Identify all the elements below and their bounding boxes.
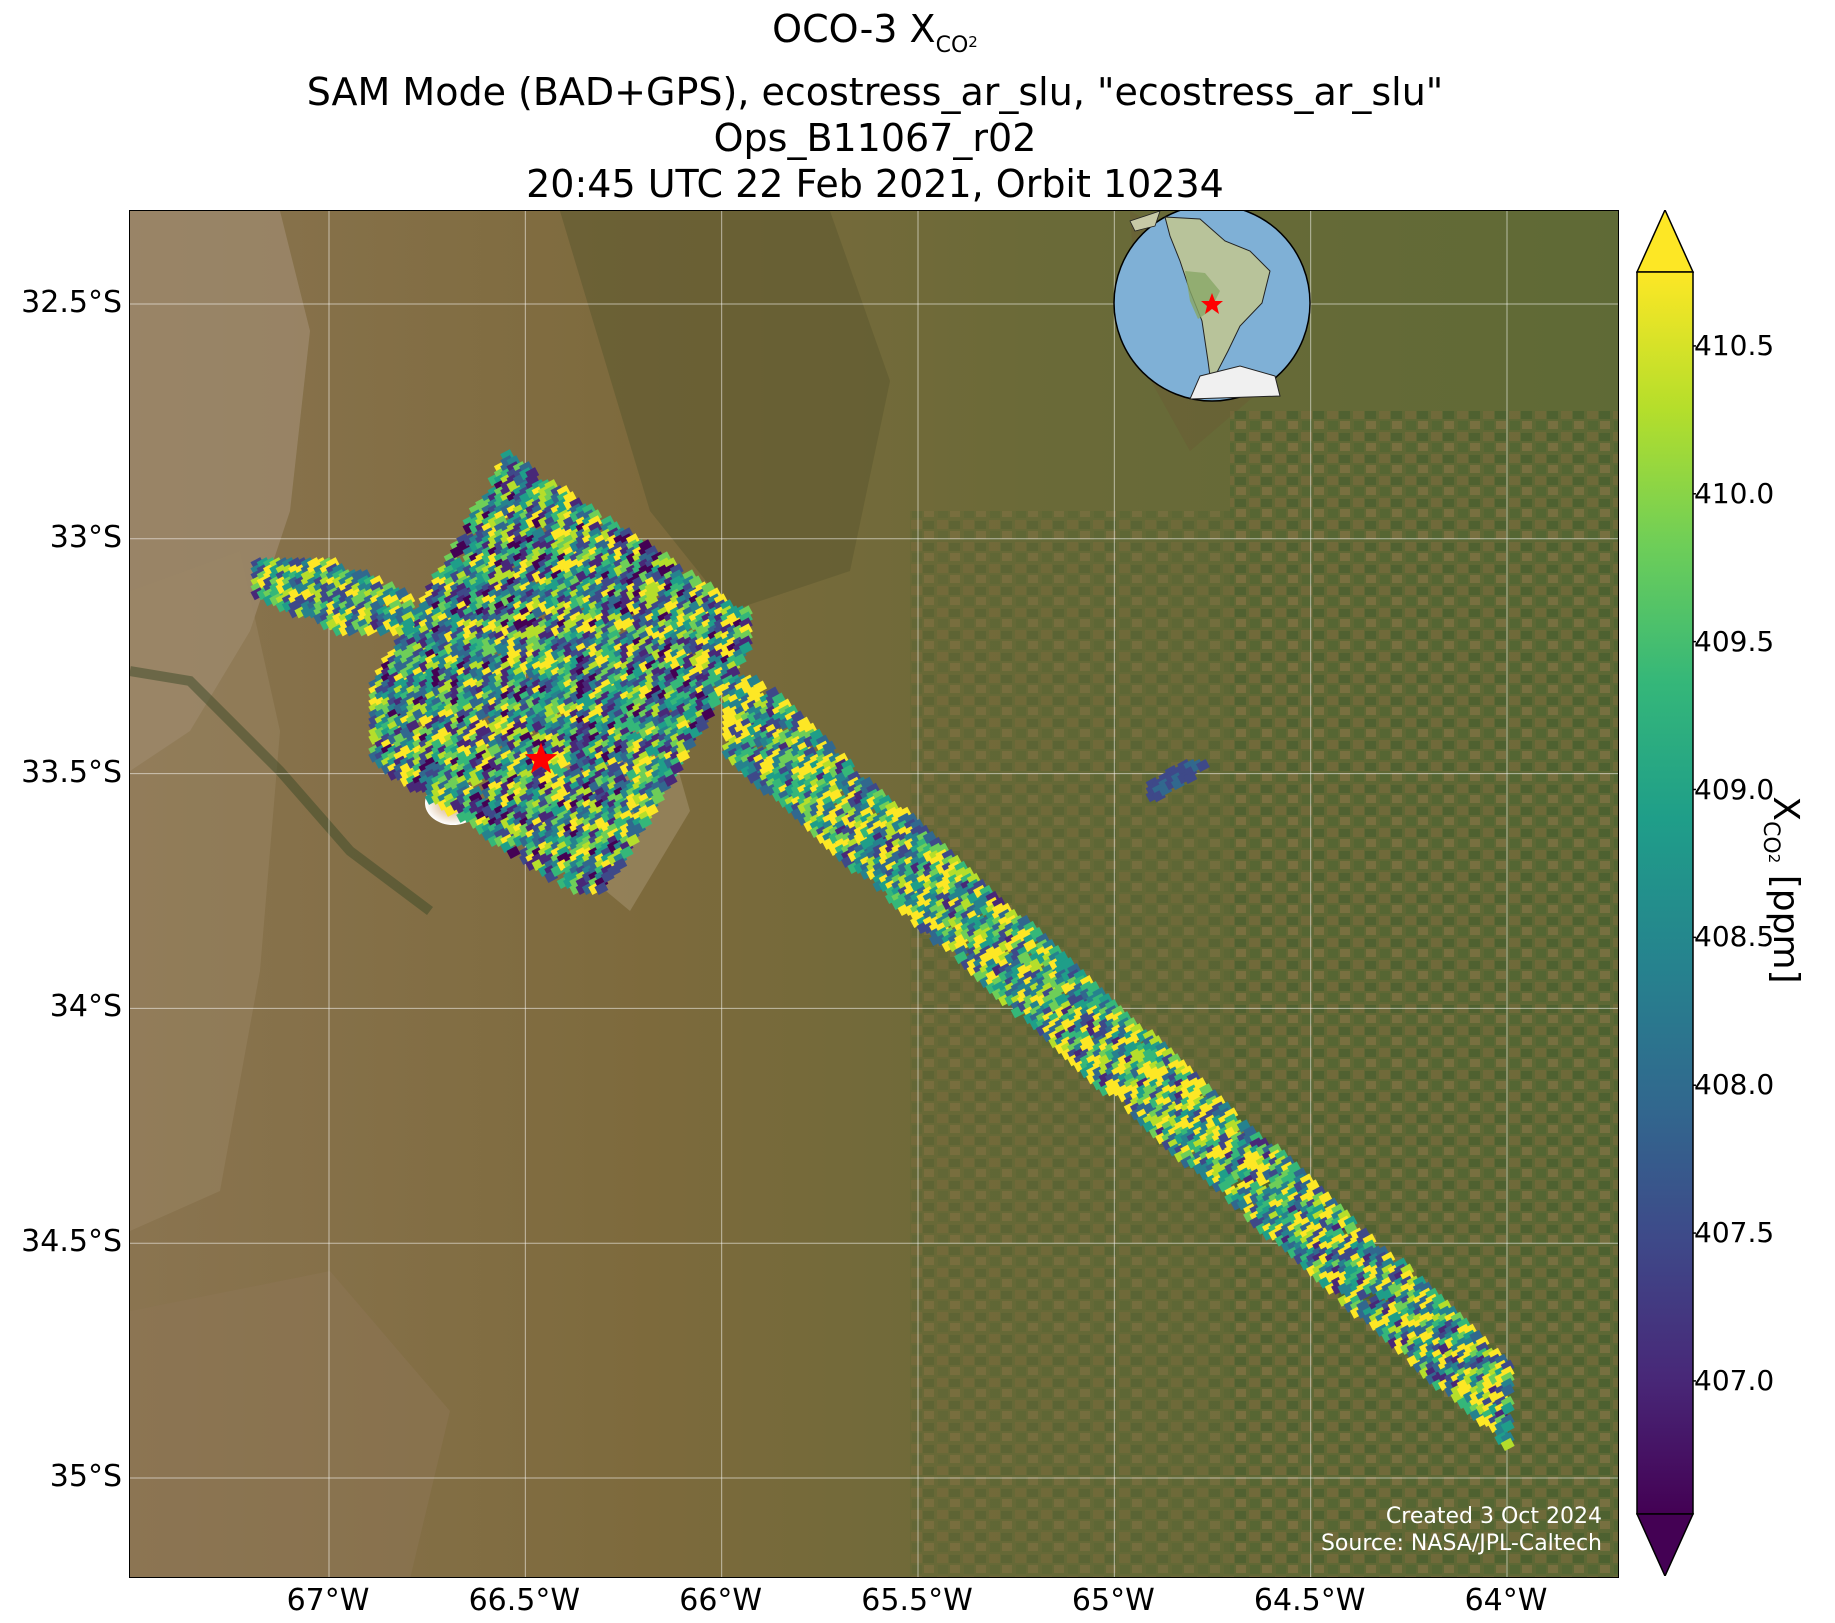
colorbar-extend-max xyxy=(1636,210,1695,273)
lat-tick-label: 32.5°S xyxy=(21,285,122,320)
colorbar xyxy=(1636,210,1696,1576)
credit-source: Source: NASA/JPL-Caltech xyxy=(1320,1531,1602,1556)
western-ranges xyxy=(130,211,310,771)
colorbar-label: XCO2 [ppm] xyxy=(1758,796,1806,984)
lon-tick-label: 65.5°W xyxy=(861,1583,973,1618)
lat-tick-label: 34.5°S xyxy=(21,1224,122,1260)
title-line-4: 20:45 UTC 22 Feb 2021, Orbit 10234 xyxy=(526,162,1224,206)
lon-tick-label: 65°W xyxy=(1071,1583,1155,1618)
grid-lines xyxy=(130,211,1618,1577)
colorbar-tick-label: 410.0 xyxy=(1694,476,1775,510)
credit-created: Created 3 Oct 2024 xyxy=(1385,1504,1602,1529)
lon-tick-label: 64.5°W xyxy=(1253,1583,1366,1618)
title-line-2: SAM Mode (BAD+GPS), ecostress_ar_slu, "e… xyxy=(306,70,1444,114)
agricultural-fields-east xyxy=(1230,411,1618,1577)
river-corridor xyxy=(130,666,433,915)
credit-text: Created 3 Oct 2024 Source: NASA/JPL-Calt… xyxy=(1321,1503,1602,1557)
sierra-de-san-luis xyxy=(560,211,890,611)
colorbar-tick-label: 407.0 xyxy=(1694,1363,1775,1397)
map-panel[interactable]: Created 3 Oct 2024 Source: NASA/JPL-Calt… xyxy=(129,210,1619,1578)
lon-tick-label: 66°W xyxy=(679,1583,763,1618)
colorbar-tick-label: 410.5 xyxy=(1694,328,1775,362)
colorbar-extend-min xyxy=(1636,1513,1695,1576)
plot-title: OCO-3 XCO2 SAM Mode (BAD+GPS), ecostress… xyxy=(130,6,1620,207)
colorbar-tick-label: 409.5 xyxy=(1694,624,1775,658)
lon-tick-label: 67°W xyxy=(286,1583,370,1618)
lat-tick-label: 33°S xyxy=(49,519,122,555)
inset-globe xyxy=(1113,211,1311,402)
lon-tick-label: 66.5°W xyxy=(468,1583,581,1618)
western-plains xyxy=(130,551,280,1231)
title-line-3: Ops_B11067_r02 xyxy=(713,116,1037,160)
southwest-plains xyxy=(130,1271,450,1577)
colorbar-tick-label: 408.0 xyxy=(1694,1068,1775,1102)
xco2-pixel xyxy=(449,557,464,571)
xco2-pixel xyxy=(506,845,521,859)
title-line-1: OCO-3 XCO2 xyxy=(772,7,978,58)
xco2-soundings xyxy=(250,449,1515,1452)
xco2-pixel xyxy=(406,719,420,733)
map-canvas xyxy=(130,211,1618,1577)
lon-tick-label: 64°W xyxy=(1464,1583,1548,1618)
lat-tick-label: 35°S xyxy=(49,1459,122,1494)
colorbar-gradient xyxy=(1636,271,1694,1515)
colorbar-tick-label: 407.5 xyxy=(1694,1216,1775,1250)
lat-tick-label: 33.5°S xyxy=(21,754,122,790)
xco2-pixel xyxy=(487,743,502,757)
lat-tick-label: 34°S xyxy=(49,989,122,1025)
